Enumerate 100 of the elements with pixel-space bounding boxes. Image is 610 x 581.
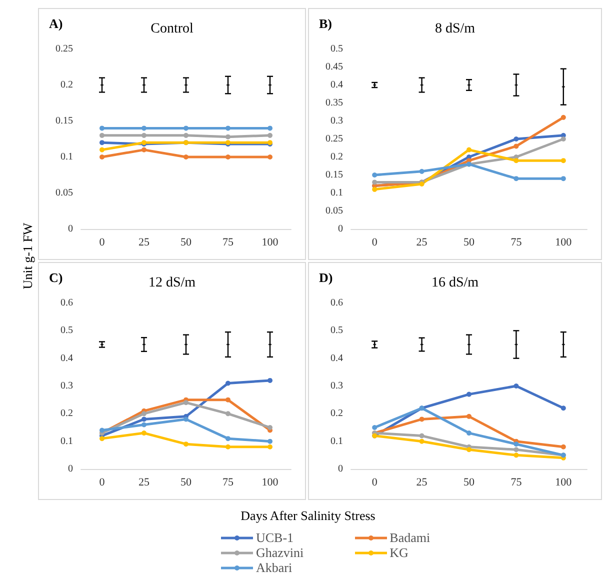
- y-tick-label: 0.15: [326, 170, 343, 180]
- point: [142, 411, 146, 416]
- legend-label: UCB-1: [256, 530, 294, 546]
- y-tick-label: 0.4: [60, 352, 73, 364]
- point: [226, 436, 230, 442]
- point: [466, 147, 472, 152]
- point: [268, 438, 272, 444]
- y-tick-label: 0.1: [330, 188, 343, 198]
- y-tick-label: 0: [338, 224, 343, 234]
- y-tick-label: 0.5: [60, 325, 73, 336]
- point: [226, 134, 230, 140]
- y-tick-label: 0.1: [330, 436, 343, 447]
- point: [184, 442, 188, 447]
- y-tick-label: 0.6: [330, 298, 343, 308]
- point: [226, 154, 230, 160]
- x-tick-label: 50: [464, 476, 475, 488]
- text: B): [319, 16, 332, 31]
- legend-label: Akbari: [256, 560, 292, 576]
- x-tick-label: 50: [464, 236, 475, 248]
- point: [142, 132, 146, 138]
- point: [100, 140, 104, 146]
- legend-label: KG: [390, 544, 408, 560]
- y-tick-label: 0.2: [60, 408, 73, 420]
- x-tick-label: 100: [262, 236, 279, 248]
- point: [184, 416, 188, 422]
- y-tick-label: 0.45: [326, 62, 343, 72]
- point: [419, 438, 424, 444]
- point: [142, 422, 146, 428]
- x-tick-label: 75: [222, 236, 234, 248]
- point: [372, 186, 378, 192]
- point: [560, 114, 566, 120]
- point: [184, 154, 188, 160]
- x-tick-label: 0: [372, 476, 378, 488]
- legend-label: Ghazvini: [256, 544, 304, 560]
- point: [268, 444, 272, 450]
- x-tick-label: 100: [555, 236, 572, 248]
- y-tick-label: 0.6: [60, 298, 73, 308]
- y-tick-label: 0.25: [56, 44, 73, 54]
- text: A): [49, 16, 63, 31]
- text: D): [319, 270, 333, 285]
- y-tick-label: 0.3: [330, 116, 343, 126]
- y-tick-label: 0.15: [56, 116, 73, 126]
- point: [419, 168, 424, 174]
- point: [100, 436, 104, 442]
- point: [268, 132, 272, 138]
- x-tick-label: 100: [555, 476, 572, 488]
- x-tick-label: 25: [416, 476, 428, 488]
- point: [268, 126, 272, 131]
- point: [514, 384, 519, 388]
- point: [226, 444, 230, 450]
- point: [100, 147, 104, 152]
- y-tick-label: 0.5: [330, 44, 343, 54]
- point: [560, 158, 566, 164]
- chart-title: 8 dS/m: [434, 22, 476, 36]
- point: [514, 144, 519, 149]
- point: [268, 154, 272, 160]
- x-tick-label: 25: [138, 476, 150, 488]
- y-tick-label: 0: [68, 224, 73, 234]
- x-tick-label: 50: [180, 476, 192, 488]
- point: [100, 428, 104, 433]
- point: [142, 126, 146, 131]
- point: [514, 136, 519, 142]
- point: [226, 411, 230, 416]
- point: [419, 416, 424, 422]
- point: [514, 447, 519, 452]
- y-tick-label: 0.3: [330, 380, 343, 392]
- point: [372, 180, 378, 185]
- point: [226, 380, 230, 386]
- point: [142, 430, 146, 436]
- x-tick-label: 50: [180, 236, 192, 248]
- point: [560, 176, 566, 182]
- y-tick-label: 0.2: [60, 80, 73, 90]
- point: [142, 147, 146, 152]
- point: [100, 154, 104, 160]
- x-tick-label: 0: [99, 236, 106, 248]
- point: [466, 430, 472, 436]
- y-tick-label: 0.1: [60, 436, 73, 447]
- y-tick-label: 0.35: [326, 98, 343, 108]
- chart-title: 12 dS/m: [148, 276, 196, 290]
- x-tick-label: 0: [99, 476, 106, 488]
- x-tick-label: 75: [222, 476, 234, 488]
- point: [372, 425, 378, 430]
- point: [514, 442, 519, 447]
- point: [419, 433, 424, 438]
- point: [100, 132, 104, 138]
- point: [466, 447, 472, 452]
- point: [514, 176, 519, 182]
- point: [184, 132, 188, 138]
- y-tick-label: 0.2: [330, 408, 343, 420]
- point: [142, 416, 146, 422]
- x-axis-title: Days After Salinity Stress: [240, 508, 376, 524]
- x-tick-label: 25: [416, 236, 428, 248]
- x-tick-label: 100: [262, 476, 279, 488]
- y-tick-label: 0.2: [330, 152, 343, 162]
- y-tick-label: 0.4: [330, 352, 343, 364]
- point: [184, 400, 188, 406]
- y-tick-label: 0.05: [326, 206, 343, 216]
- x-tick-label: 25: [138, 236, 150, 248]
- point: [268, 425, 272, 430]
- point: [184, 126, 188, 131]
